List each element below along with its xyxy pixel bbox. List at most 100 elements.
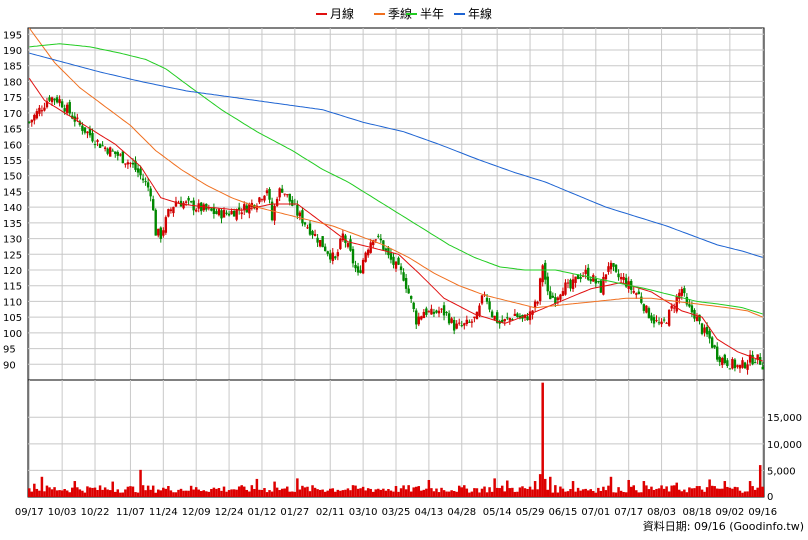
candle-body xyxy=(288,193,291,202)
volume-bar xyxy=(655,488,658,497)
volume-bar xyxy=(263,488,266,497)
candle-body xyxy=(503,319,506,322)
candle-body xyxy=(468,321,471,323)
volume-bar xyxy=(55,490,59,497)
volume-bar xyxy=(437,492,441,497)
candle-body xyxy=(119,154,122,156)
volume-bar xyxy=(584,488,587,497)
volume-bar xyxy=(379,489,383,497)
candle-body xyxy=(154,209,157,236)
volume-bar xyxy=(427,479,431,497)
volume-bar xyxy=(354,485,357,497)
candle-body xyxy=(126,162,130,165)
candle-body xyxy=(334,256,337,259)
volume-bar xyxy=(478,492,481,497)
candle-body xyxy=(313,233,317,236)
candle-body xyxy=(40,110,44,112)
volume-bar xyxy=(417,486,421,497)
candle-body xyxy=(609,262,613,270)
x-tick-label: 11/24 xyxy=(149,507,178,518)
candle-body xyxy=(559,294,562,300)
candle-body xyxy=(435,310,438,313)
candle-body xyxy=(225,212,228,214)
volume-bar xyxy=(103,487,107,497)
price-y-tick-label: 90 xyxy=(3,360,16,371)
volume-bar xyxy=(371,491,375,497)
volume-bar xyxy=(632,485,635,497)
candle-body xyxy=(432,311,436,314)
volume-bar xyxy=(86,486,89,497)
volume-bar xyxy=(526,488,529,497)
candle-body xyxy=(157,228,160,236)
volume-bar xyxy=(126,486,130,497)
volume-bar xyxy=(554,485,557,497)
candle-body xyxy=(528,311,532,321)
volume-bar xyxy=(53,487,56,497)
volume-bar xyxy=(678,489,681,497)
volume-bar xyxy=(518,487,522,497)
x-tick-label: 10/22 xyxy=(81,507,110,518)
candle-body xyxy=(341,233,345,241)
candle-body xyxy=(81,125,84,131)
volume-bar xyxy=(349,490,352,497)
candle-body xyxy=(607,266,610,272)
candle-body xyxy=(571,279,575,290)
candle-body xyxy=(617,273,620,278)
volume-y-tick-label: 10,000 xyxy=(767,440,802,451)
volume-bar xyxy=(306,486,309,497)
volume-bar xyxy=(622,491,625,497)
candle-body xyxy=(513,313,517,316)
volume-bar xyxy=(698,486,701,497)
volume-bar xyxy=(723,481,727,497)
volume-bar xyxy=(255,478,259,497)
volume-bar xyxy=(586,490,590,497)
volume-bar xyxy=(341,490,345,497)
volume-bar xyxy=(576,487,580,497)
price-y-tick-label: 135 xyxy=(3,219,22,230)
volume-bar xyxy=(197,489,200,497)
candle-body xyxy=(652,317,656,324)
volume-bar xyxy=(718,488,721,497)
candle-body xyxy=(230,210,233,215)
volume-bar xyxy=(642,481,646,497)
volume-bar xyxy=(293,491,297,497)
volume-bar xyxy=(220,490,223,497)
volume-bar xyxy=(250,485,254,497)
candle-body xyxy=(361,259,365,274)
volume-bar xyxy=(369,488,372,497)
volume-bar xyxy=(245,489,249,497)
volume-bar xyxy=(346,488,350,497)
volume-bar xyxy=(533,481,537,497)
candle-body xyxy=(584,269,587,274)
price-y-tick-label: 155 xyxy=(3,156,22,167)
candle-body xyxy=(366,249,370,256)
volume-bar xyxy=(101,489,104,497)
volume-bar xyxy=(301,485,304,497)
candle-body xyxy=(647,308,651,319)
volume-y-tick-label: 15,000 xyxy=(767,413,802,424)
candle-body xyxy=(700,323,704,334)
candle-body xyxy=(78,121,82,125)
volume-bar xyxy=(167,486,170,497)
candle-body xyxy=(374,239,377,241)
candle-body xyxy=(685,296,689,305)
volume-bar xyxy=(93,487,97,497)
volume-bar xyxy=(500,485,504,497)
candle-body xyxy=(235,208,238,220)
x-tick-label: 07/17 xyxy=(614,507,643,518)
volume-bar xyxy=(414,486,418,497)
volume-bar xyxy=(361,486,365,497)
volume-bar xyxy=(58,490,61,497)
volume-bar xyxy=(121,492,125,497)
candle-body xyxy=(665,322,668,324)
candle-body xyxy=(207,207,211,209)
volume-bar xyxy=(531,489,534,497)
candle-body xyxy=(255,205,259,210)
volume-bar xyxy=(640,492,643,497)
candle-body xyxy=(146,182,150,188)
candle-body xyxy=(445,312,448,314)
volume-bar xyxy=(670,485,673,497)
candle-body xyxy=(268,188,271,200)
candle-body xyxy=(516,313,519,318)
x-tick-label: 05/14 xyxy=(483,507,512,518)
